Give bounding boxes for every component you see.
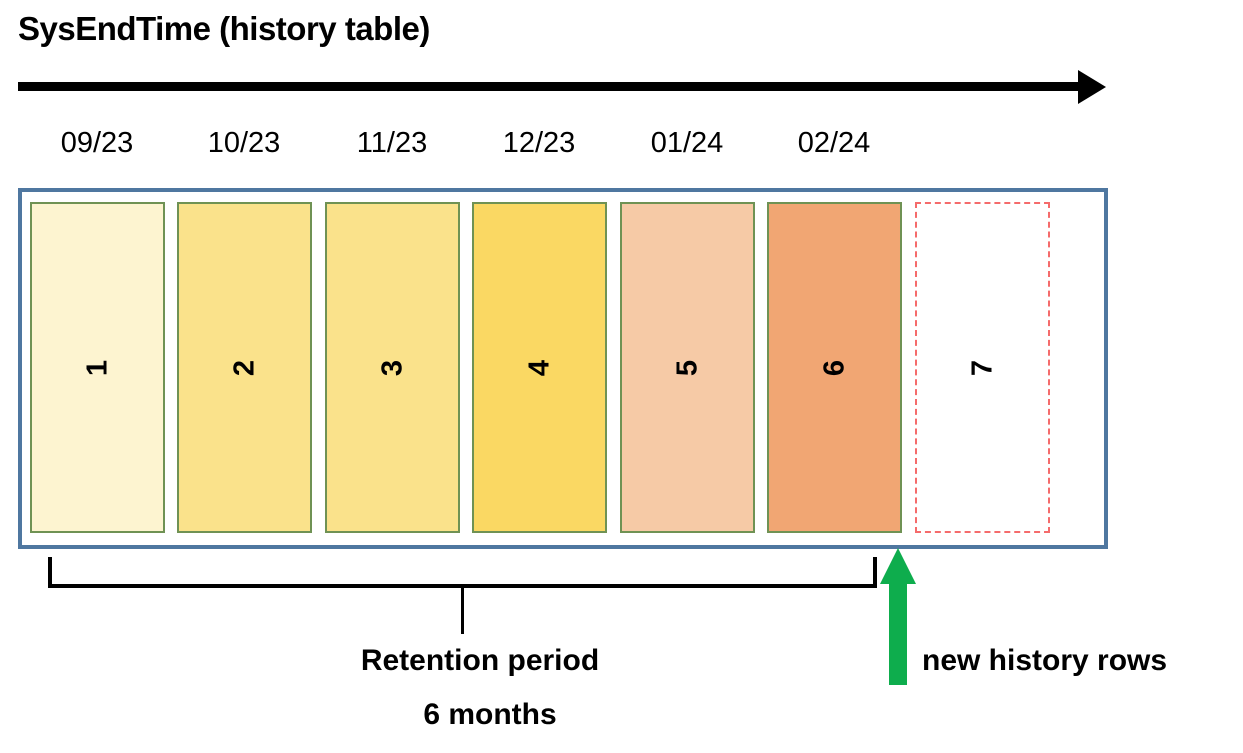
partition-4: 4 [472,202,607,533]
partition-number: 7 [966,359,998,376]
partition-7-pending: 7 [915,202,1050,533]
bracket-right-tick [873,557,877,587]
page-title: SysEndTime (history table) [18,10,430,47]
partition-number: 4 [523,359,555,376]
partition-5: 5 [620,202,755,533]
month-label-2: 10/23 [207,127,281,159]
retention-duration-label: 6 months [423,698,557,731]
arrow-right-icon [1078,70,1106,104]
partition-number: 6 [818,359,850,376]
timeline-arrow-shaft [18,82,1080,91]
month-label-5: 01/24 [650,127,724,159]
month-label-1: 09/23 [60,127,134,159]
month-label-4: 12/23 [502,127,576,159]
bracket-left-tick [48,557,52,587]
arrow-up-icon [880,548,916,584]
partition-number: 5 [671,359,703,376]
bracket-center-tick [461,586,464,634]
partition-3: 3 [325,202,460,533]
partition-6: 6 [767,202,902,533]
partition-number: 2 [228,359,260,376]
month-label-6: 02/24 [797,127,871,159]
new-history-rows-label: new history rows [922,644,1168,677]
partition-1: 1 [30,202,165,533]
month-label-3: 11/23 [356,127,428,159]
arrow-up-shaft [889,582,907,685]
partition-number: 3 [376,359,408,376]
partition-number: 1 [81,359,113,376]
partition-2: 2 [177,202,312,533]
retention-period-label: Retention period [360,644,600,677]
history-table-box: 1 2 3 4 5 6 7 [18,188,1108,549]
